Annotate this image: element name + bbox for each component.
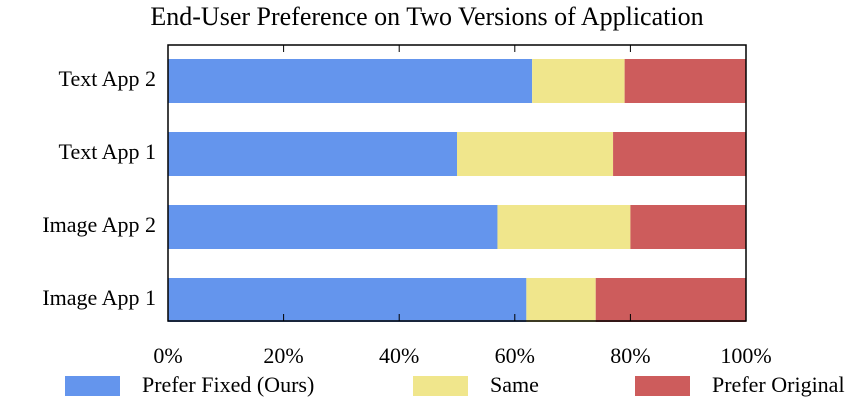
y-tick-label: Image App 2: [42, 212, 156, 237]
bar-segment: [457, 132, 614, 176]
x-tick-label: 0%: [153, 343, 182, 368]
bar-segment: [630, 205, 746, 249]
bar-segment: [613, 132, 746, 176]
bar-segment: [168, 59, 533, 103]
bar-segment: [526, 278, 596, 322]
bar-segment: [497, 205, 631, 249]
legend-label: Prefer Fixed (Ours): [142, 372, 314, 397]
x-tick-label: 40%: [379, 343, 419, 368]
x-tick-label: 80%: [610, 343, 650, 368]
bar-segment: [168, 205, 498, 249]
x-tick-label: 100%: [720, 343, 771, 368]
y-tick-label: Text App 2: [59, 66, 156, 91]
x-tick-label: 60%: [495, 343, 535, 368]
x-tick-label: 20%: [263, 343, 303, 368]
bar-segment: [624, 59, 746, 103]
legend-label: Same: [490, 372, 539, 397]
plot-frame: [167, 44, 747, 322]
bar-segment: [595, 278, 746, 322]
chart-title: End-User Preference on Two Versions of A…: [150, 2, 703, 31]
legend-label: Prefer Original: [712, 372, 845, 397]
legend-swatch: [635, 376, 690, 396]
bar-segment: [532, 59, 625, 103]
legend-swatch: [413, 376, 468, 396]
y-tick-label: Image App 1: [42, 285, 156, 310]
legend-swatch: [65, 376, 120, 396]
y-tick-label: Text App 1: [59, 139, 156, 164]
bar-segment: [168, 278, 527, 322]
bar-segment: [168, 132, 457, 176]
